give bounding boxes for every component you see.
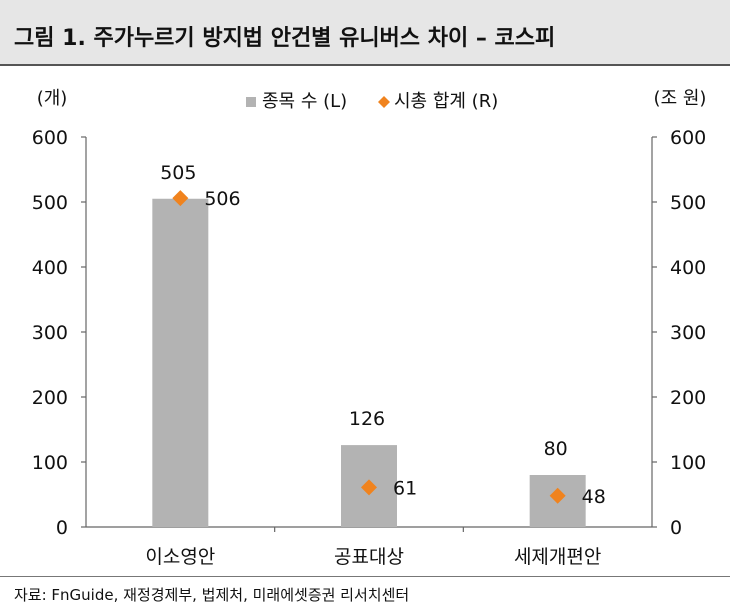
right-tick-label: 500 <box>670 192 706 214</box>
bars-layer <box>152 198 586 527</box>
marker-value-label: 48 <box>582 486 606 508</box>
markers-layer <box>172 190 566 504</box>
right-tick-label: 100 <box>670 452 706 474</box>
footer-divider <box>0 576 730 577</box>
marker-value-label: 61 <box>393 477 417 499</box>
left-tick-label: 300 <box>32 322 68 344</box>
title-bar: 그림 1. 주가누르기 방지법 안건별 유니버스 차이 – 코스피 <box>0 0 730 66</box>
legend-swatch-diamond <box>378 96 390 108</box>
bar-value-label: 505 <box>160 162 196 184</box>
left-tick-label: 0 <box>56 517 68 539</box>
x-tick-label: 세제개편안 <box>514 546 601 568</box>
legend: 종목 수 (L) 시총 합계 (R) <box>246 91 498 112</box>
right-tick-label: 600 <box>670 127 706 149</box>
legend-label-bar: 종목 수 (L) <box>262 91 347 112</box>
bar-value-label: 126 <box>349 408 385 430</box>
source-note: 자료: FnGuide, 재정경제부, 법제처, 미래에셋증권 리서치센터 <box>14 586 410 604</box>
left-tick-label: 400 <box>32 257 68 279</box>
left-tick-label: 200 <box>32 387 68 409</box>
diamond-marker-2 <box>361 479 377 496</box>
right-tick-label: 200 <box>670 387 706 409</box>
labels-layer: 505 506 126 61 80 48 <box>160 162 606 508</box>
left-tick-label: 100 <box>32 452 68 474</box>
right-tick-label: 300 <box>670 322 706 344</box>
diamond-marker-1 <box>172 190 189 207</box>
bar-1 <box>152 198 209 527</box>
axes-layer: 0 100 200 300 400 500 600 0 100 200 300 400 500 600 (개… <box>32 88 707 568</box>
chart: 0 100 200 300 400 500 600 0 100 200 300 400 500 600 (개… <box>32 88 707 568</box>
left-axis-unit: (개) <box>37 88 68 109</box>
left-tick-label: 600 <box>32 127 68 149</box>
x-tick-label: 공표대상 <box>334 546 404 568</box>
diamond-marker-3 <box>549 487 566 504</box>
legend-swatch-bar <box>246 97 256 107</box>
x-tick-label: 이소영안 <box>145 546 215 568</box>
left-tick-label: 500 <box>32 192 68 214</box>
marker-value-label: 506 <box>204 188 240 210</box>
bar-value-label: 80 <box>544 438 568 460</box>
page-title: 그림 1. 주가누르기 방지법 안건별 유니버스 차이 – 코스피 <box>14 26 556 51</box>
legend-label-diamond: 시총 합계 (R) <box>394 91 498 112</box>
right-tick-label: 0 <box>670 517 682 539</box>
right-tick-label: 400 <box>670 257 706 279</box>
right-axis-unit: (조 원) <box>654 88 707 109</box>
